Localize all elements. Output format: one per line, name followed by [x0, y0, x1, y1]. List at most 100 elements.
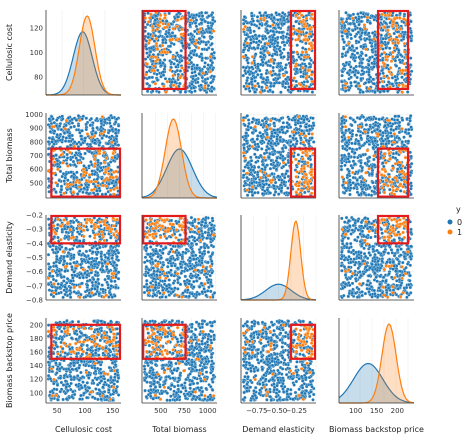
scatter-point-1 [101, 183, 105, 188]
scatter-point-0 [54, 153, 58, 157]
scatter-point-0 [73, 162, 77, 167]
scatter-point-0 [349, 75, 353, 80]
scatter-point-0 [47, 117, 52, 121]
scatter-point-1 [383, 169, 388, 174]
scatter-point-1 [387, 38, 392, 42]
scatter-point-0 [69, 170, 73, 174]
scatter-point-0 [79, 271, 84, 276]
scatter-point-0 [70, 121, 75, 125]
scatter-point-0 [286, 174, 291, 179]
scatter-point-0 [250, 120, 254, 124]
scatter-point-0 [246, 70, 250, 74]
scatter-point-1 [241, 27, 246, 32]
scatter-point-0 [276, 61, 281, 66]
scatter-point-0 [408, 56, 413, 60]
scatter-point-0 [68, 288, 72, 293]
scatter-point-0 [394, 64, 399, 68]
scatter-point-0 [408, 134, 413, 138]
scatter-point-0 [99, 161, 103, 166]
scatter-point-1 [306, 164, 310, 168]
scatter-point-1 [294, 62, 299, 66]
scatter-point-0 [356, 12, 360, 16]
scatter-point-1 [92, 134, 97, 138]
scatter-point-0 [46, 252, 51, 257]
scatter-point-0 [69, 279, 73, 283]
scatter-point-1 [147, 41, 151, 45]
scatter-point-1 [162, 84, 166, 89]
scatter-point-1 [293, 182, 298, 187]
scatter-point-0 [302, 58, 306, 62]
scatter-point-0 [83, 253, 87, 258]
scatter-point-1 [351, 170, 355, 175]
scatter-point-0 [85, 142, 90, 146]
scatter-point-0 [51, 274, 55, 278]
scatter-point-0 [278, 49, 282, 53]
scatter-point-0 [255, 137, 260, 141]
scatter-point-0 [107, 135, 112, 140]
scatter-point-0 [409, 125, 413, 129]
scatter-point-0 [398, 53, 403, 57]
scatter-point-0 [99, 166, 103, 170]
scatter-point-0 [346, 157, 350, 161]
scatter-point-0 [406, 139, 411, 143]
scatter-point-1 [391, 166, 395, 171]
scatter-point-0 [47, 136, 52, 140]
scatter-point-0 [106, 276, 111, 281]
scatter-point-0 [259, 50, 263, 55]
scatter-point-1 [82, 173, 86, 177]
scatter-point-1 [392, 192, 397, 197]
scatter-point-1 [243, 156, 247, 160]
scatter-point-0 [264, 78, 269, 82]
scatter-point-0 [109, 244, 113, 248]
scatter-point-0 [362, 190, 366, 195]
scatter-point-1 [245, 188, 250, 192]
scatter-point-0 [78, 152, 83, 156]
scatter-point-0 [72, 270, 76, 274]
scatter-point-0 [361, 72, 365, 76]
scatter-point-0 [388, 20, 392, 25]
scatter-point-0 [106, 286, 111, 290]
scatter-point-1 [303, 149, 308, 153]
scatter-point-1 [343, 115, 348, 119]
scatter-point-0 [280, 154, 285, 159]
scatter-point-1 [398, 16, 402, 20]
scatter-point-0 [265, 127, 269, 132]
scatter-point-1 [343, 29, 348, 33]
scatter-point-0 [281, 138, 286, 143]
scatter-point-0 [177, 81, 182, 86]
scatter-point-0 [400, 118, 405, 122]
scatter-point-0 [361, 90, 365, 94]
scatter-point-0 [295, 43, 299, 47]
scatter-point-0 [277, 12, 281, 17]
scatter-point-0 [194, 66, 199, 71]
scatter-point-0 [353, 182, 358, 187]
scatter-point-0 [368, 40, 373, 45]
scatter-point-0 [272, 77, 276, 82]
scatter-point-1 [153, 81, 158, 86]
scatter-point-0 [271, 146, 275, 151]
scatter-point-0 [384, 46, 388, 50]
scatter-point-0 [294, 69, 299, 74]
scatter-point-0 [76, 123, 81, 128]
scatter-point-0 [348, 186, 353, 190]
scatter-point-1 [304, 76, 308, 80]
scatter-point-0 [368, 21, 373, 25]
scatter-point-1 [149, 54, 154, 59]
scatter-point-1 [114, 175, 119, 179]
scatter-point-0 [279, 90, 283, 94]
scatter-point-1 [365, 148, 370, 153]
scatter-point-0 [281, 40, 286, 44]
scatter-point-0 [371, 180, 375, 185]
scatter-point-0 [304, 41, 308, 46]
scatter-point-0 [373, 150, 378, 154]
scatter-point-0 [206, 26, 211, 30]
scatter-point-1 [59, 153, 63, 157]
scatter-point-0 [248, 89, 252, 93]
scatter-point-0 [63, 139, 68, 143]
scatter-point-0 [84, 190, 89, 195]
scatter-point-0 [113, 120, 118, 124]
scatter-point-0 [65, 254, 70, 258]
scatter-point-0 [161, 38, 165, 42]
scatter-point-0 [80, 128, 84, 133]
scatter-point-1 [375, 132, 380, 136]
